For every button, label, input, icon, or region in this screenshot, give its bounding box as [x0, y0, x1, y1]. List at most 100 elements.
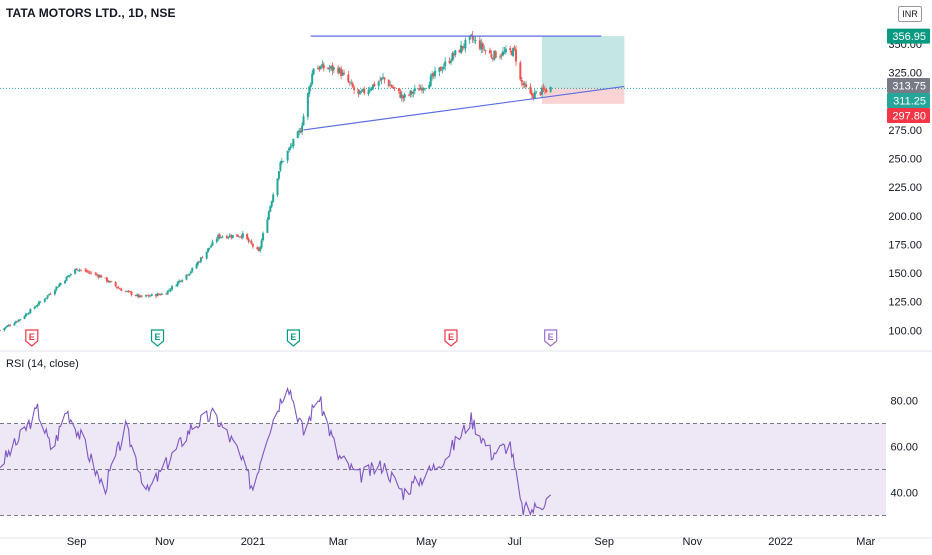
- candle-body: [188, 273, 191, 276]
- rsi-axis-tick: 40.00: [890, 488, 918, 500]
- currency-button[interactable]: INR: [898, 6, 922, 22]
- candle-body: [231, 235, 234, 239]
- candle: [118, 287, 121, 290]
- candle-body: [432, 73, 435, 77]
- candle: [312, 68, 315, 76]
- candle: [370, 86, 373, 92]
- candle: [367, 86, 370, 97]
- candle: [296, 130, 299, 139]
- time-axis-tick: May: [416, 536, 437, 548]
- candle: [491, 57, 494, 62]
- candle: [43, 297, 46, 304]
- candle-body: [369, 89, 372, 91]
- candle: [170, 285, 173, 292]
- candle: [418, 84, 421, 91]
- candle-body: [90, 272, 93, 274]
- candle-body: [514, 49, 517, 62]
- candle: [189, 270, 192, 275]
- candle-body: [350, 82, 353, 84]
- candle-body: [126, 291, 129, 292]
- candle-body: [464, 39, 467, 49]
- candle: [288, 146, 291, 153]
- candle: [137, 294, 140, 299]
- candle: [36, 303, 39, 308]
- candle: [514, 45, 517, 66]
- candle: [490, 50, 493, 59]
- candle-body: [488, 50, 491, 54]
- candle: [88, 270, 91, 275]
- candle-body: [0, 330, 1, 332]
- candle: [146, 295, 149, 297]
- candle: [65, 276, 68, 282]
- candle-body: [246, 233, 249, 240]
- candle: [14, 320, 17, 324]
- candle: [549, 86, 552, 93]
- candle: [114, 281, 117, 288]
- candle-body: [262, 233, 265, 241]
- candle-body: [441, 69, 444, 71]
- candle-body: [454, 50, 457, 56]
- earnings-marker: E: [544, 329, 558, 347]
- candle-body: [329, 66, 332, 68]
- candle: [270, 200, 273, 209]
- candle: [165, 292, 168, 295]
- candle-body: [363, 88, 366, 94]
- time-axis-tick: Sep: [594, 536, 614, 548]
- candle-body: [77, 270, 80, 271]
- candle: [56, 286, 59, 288]
- candle-body: [157, 293, 160, 295]
- candle: [431, 70, 434, 81]
- candle: [3, 327, 6, 332]
- candle-body: [370, 88, 373, 91]
- candle: [46, 295, 49, 300]
- candle-body: [296, 131, 299, 139]
- candle: [520, 76, 523, 87]
- candle-body: [309, 83, 312, 88]
- candle: [399, 88, 402, 99]
- candle-body: [468, 35, 471, 40]
- candle: [471, 30, 474, 43]
- candle-body: [483, 49, 486, 51]
- candle-body: [260, 240, 263, 248]
- candle: [53, 288, 56, 296]
- price-axis-tick: 275.00: [888, 125, 922, 137]
- candle: [301, 122, 304, 136]
- candle-body: [525, 84, 528, 87]
- price-axis-tick: 125.00: [888, 297, 922, 309]
- candle-body: [471, 35, 474, 40]
- candle: [87, 270, 90, 275]
- candle: [199, 256, 202, 264]
- candle: [149, 295, 152, 297]
- candles-group: [0, 30, 552, 332]
- earnings-marker-shape: [286, 329, 301, 347]
- candle-body: [382, 76, 385, 78]
- candle: [181, 279, 184, 283]
- candle: [400, 90, 403, 102]
- candle-body: [419, 87, 422, 90]
- candle: [438, 67, 441, 77]
- candle: [329, 65, 332, 72]
- candle: [9, 323, 12, 327]
- candle: [422, 87, 425, 94]
- price-label-target: 356.95: [887, 28, 930, 44]
- candle: [144, 294, 147, 298]
- earnings-marker: E: [444, 329, 458, 347]
- candle: [75, 268, 78, 271]
- candle: [4, 326, 7, 330]
- candle-body: [230, 235, 233, 238]
- candle-body: [38, 301, 41, 305]
- candle-body: [156, 293, 159, 297]
- candle: [249, 240, 252, 242]
- candle-body: [301, 125, 304, 133]
- candle-body: [409, 90, 412, 95]
- candle-body: [88, 271, 91, 273]
- candle-body: [331, 65, 334, 71]
- rsi-panel-title: RSI (14, close): [6, 358, 79, 370]
- candle-body: [36, 304, 39, 306]
- candle-body: [94, 273, 97, 275]
- candle-body: [290, 145, 293, 147]
- candle-body: [39, 301, 42, 303]
- candle: [460, 40, 463, 54]
- candle-body: [201, 257, 204, 259]
